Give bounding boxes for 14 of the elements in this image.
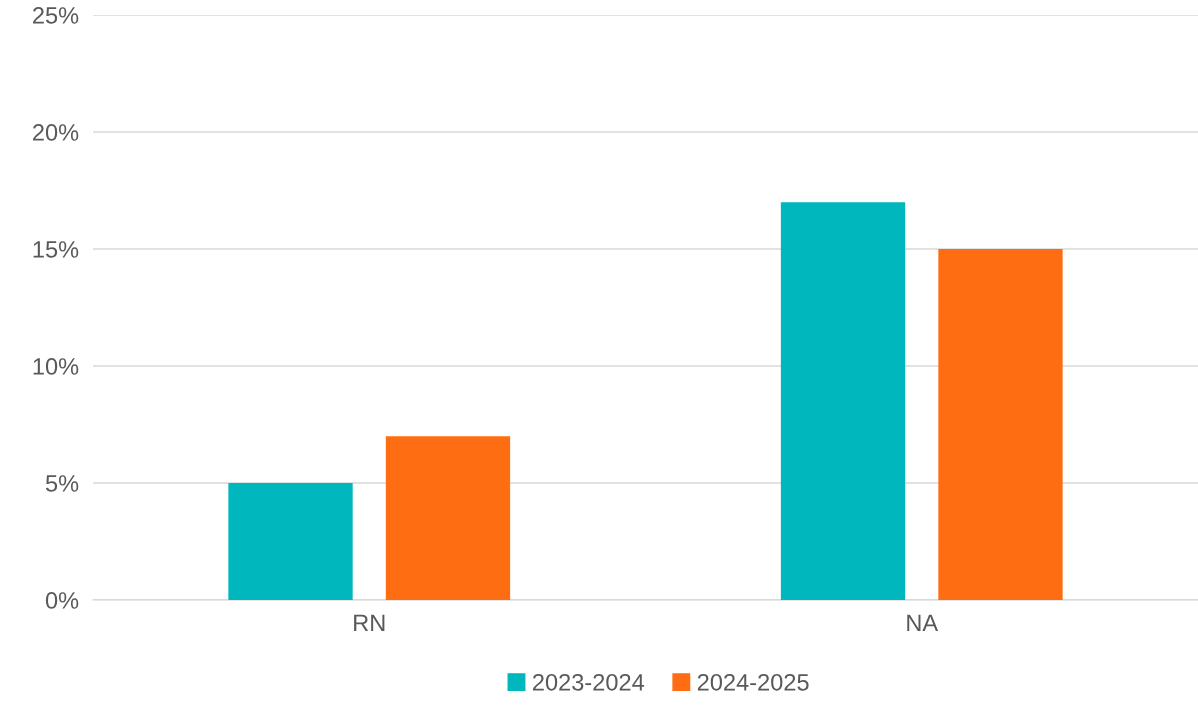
y-tick-label: 25%: [33, 7, 79, 24]
y-tick-label: 20%: [33, 124, 79, 141]
x-tick-label: RN: [354, 614, 385, 631]
bar: [780, 202, 906, 600]
y-tick-label: 5%: [45, 475, 79, 492]
y-tick-label: 10%: [33, 358, 79, 375]
x-tick-label: NA: [907, 614, 939, 631]
legend-label: 2024-2025: [697, 673, 809, 691]
y-tick-label: 15%: [33, 241, 79, 258]
y-tick-label: 0%: [45, 592, 79, 609]
bar: [385, 436, 511, 600]
bar: [938, 249, 1063, 600]
legend-label: 2023-2024: [533, 673, 645, 691]
bar: [228, 483, 353, 600]
